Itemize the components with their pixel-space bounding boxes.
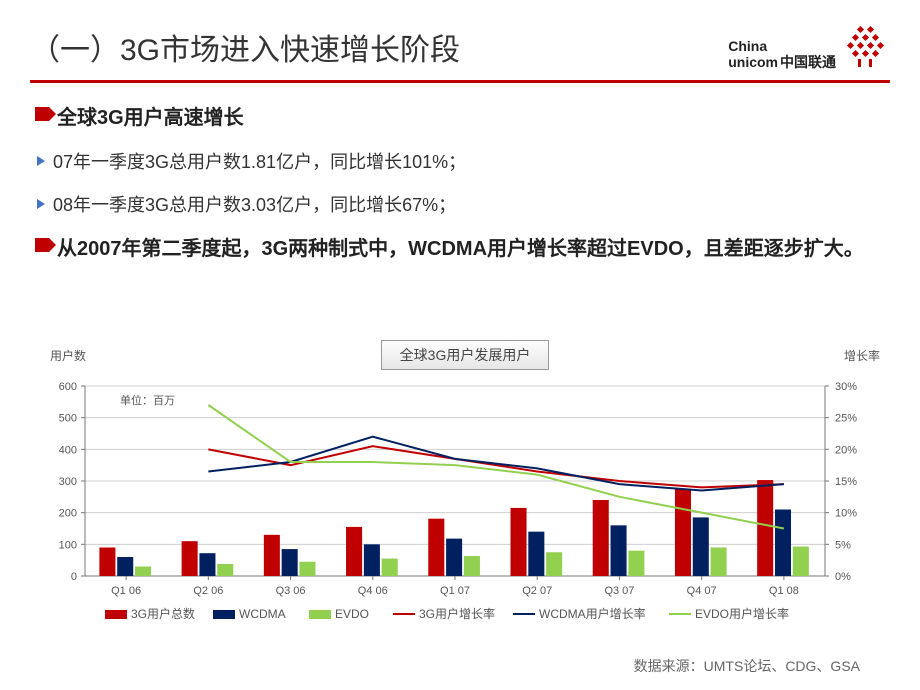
- svg-text:25%: 25%: [835, 413, 857, 425]
- bullet-text: 07年一季度3G总用户数1.81亿户，同比增长101%；: [53, 147, 466, 178]
- svg-text:3G用户总数: 3G用户总数: [131, 606, 195, 621]
- svg-text:0%: 0%: [835, 571, 851, 583]
- bullet-text: 08年一季度3G总用户数3.03亿户，同比增长67%；: [53, 190, 456, 221]
- bullet-sub-2: 08年一季度3G总用户数3.03亿户，同比增长67%；: [35, 190, 885, 221]
- arrow-icon: [35, 238, 49, 252]
- data-source: 数据来源：UMTS论坛、CDG、GSA: [634, 656, 860, 676]
- svg-text:Q3 06: Q3 06: [276, 585, 306, 597]
- svg-text:400: 400: [59, 444, 77, 456]
- svg-text:600: 600: [59, 381, 77, 393]
- logo-text-2: unicom: [728, 55, 778, 70]
- chart-title: 全球3G用户发展用户: [381, 340, 550, 370]
- svg-text:Q3 07: Q3 07: [604, 585, 634, 597]
- svg-text:Q2 07: Q2 07: [522, 585, 552, 597]
- svg-text:WCDMA: WCDMA: [239, 607, 286, 621]
- svg-text:Q1 07: Q1 07: [440, 585, 470, 597]
- bullet-text: 全球3G用户高速增长: [57, 101, 244, 135]
- svg-text:0: 0: [71, 571, 77, 583]
- right-axis-label: 增长率: [844, 347, 880, 364]
- svg-text:100: 100: [59, 539, 77, 551]
- logo-text-cn: 中国联通: [780, 55, 836, 70]
- svg-text:300: 300: [59, 476, 77, 488]
- svg-text:15%: 15%: [835, 476, 857, 488]
- svg-text:Q1 06: Q1 06: [111, 585, 141, 597]
- svg-text:30%: 30%: [835, 381, 857, 393]
- chart-svg: 0 100 200 300 400 500 600 0% 5% 10% 15% 20% 25% 30% 单位…: [30, 376, 890, 646]
- svg-text:EVDO: EVDO: [335, 607, 369, 621]
- svg-text:WCDMA用户增长率: WCDMA用户增长率: [539, 606, 646, 621]
- logo-text-1: China: [728, 39, 836, 54]
- logo: China unicom 中国联通: [728, 25, 890, 70]
- svg-text:20%: 20%: [835, 444, 857, 456]
- chevron-icon: [37, 156, 45, 166]
- svg-text:10%: 10%: [835, 508, 857, 520]
- bullet-main-1: 全球3G用户高速增长: [35, 101, 885, 135]
- arrow-icon: [35, 107, 49, 121]
- svg-text:500: 500: [59, 413, 77, 425]
- svg-text:Q4 06: Q4 06: [358, 585, 388, 597]
- left-axis-label: 用户数: [50, 347, 86, 364]
- logo-knot-icon: [840, 25, 890, 70]
- chevron-icon: [37, 199, 45, 209]
- chart-container: 用户数 全球3G用户发展用户 增长率 0 100 200 300 400 500 600 0%…: [30, 340, 890, 651]
- bullet-sub-1: 07年一季度3G总用户数1.81亿户，同比增长101%；: [35, 147, 885, 178]
- svg-text:单位：百万: 单位：百万: [120, 393, 175, 407]
- svg-text:3G用户增长率: 3G用户增长率: [419, 606, 495, 621]
- svg-text:5%: 5%: [835, 539, 851, 551]
- svg-text:Q4 07: Q4 07: [687, 585, 717, 597]
- bullet-main-2: 从2007年第二季度起，3G两种制式中，WCDMA用户增长率超过EVDO，且差距…: [35, 232, 885, 266]
- bullet-text: 从2007年第二季度起，3G两种制式中，WCDMA用户增长率超过EVDO，且差距…: [57, 232, 864, 266]
- svg-text:200: 200: [59, 508, 77, 520]
- svg-text:Q2 06: Q2 06: [193, 585, 223, 597]
- page-title: （一）3G市场进入快速增长阶段: [30, 25, 460, 69]
- svg-text:Q1 08: Q1 08: [769, 585, 799, 597]
- svg-text:EVDO用户增长率: EVDO用户增长率: [695, 606, 789, 621]
